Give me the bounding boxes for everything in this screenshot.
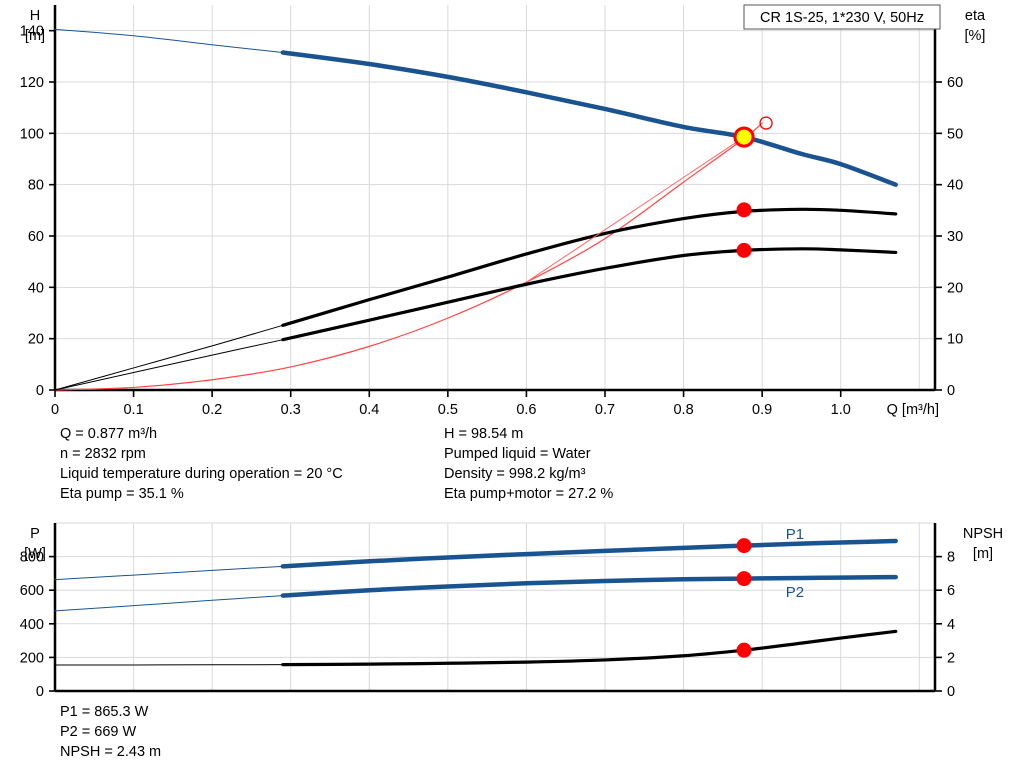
tick-label-left: 100: [20, 126, 44, 142]
tick-label-right: 40: [947, 178, 963, 194]
y-axis-unit-left: [W]: [24, 546, 46, 562]
tick-label-bottom: 0.3: [281, 402, 301, 418]
head-duty-point[interactable]: [733, 126, 755, 148]
series-label-p2: P2: [786, 584, 804, 601]
x-axis-title: Q [m³/h]: [887, 402, 939, 418]
duty-info-eta-pump-motor: Eta pump+motor = 27.2 %: [444, 486, 614, 502]
y-axis-unit-right: [%]: [965, 28, 986, 44]
duty-info-right: H = 98.54 m Pumped liquid = Water Densit…: [444, 424, 613, 504]
curve-p2: [280, 574, 898, 598]
power-info-p2: P2 = 669 W: [60, 724, 137, 740]
plot-background: [55, 523, 935, 691]
eta-pump-motor-duty-point[interactable]: [736, 242, 752, 258]
tick-label-right: 0: [947, 383, 955, 399]
tick-label-right: 60: [947, 75, 963, 91]
duty-info-h: H = 98.54 m: [444, 426, 524, 442]
tick-label-bottom: 0.8: [673, 402, 693, 418]
curve-p2-thin: [54, 595, 284, 612]
title-box-label: CR 1S-25, 1*230 V, 50Hz: [760, 10, 924, 26]
tick-label-left: 60: [28, 229, 44, 245]
eta-pump-duty-point[interactable]: [736, 202, 752, 218]
duty-info-liquid: Pumped liquid = Water: [444, 446, 591, 462]
tick-label-right: 20: [947, 280, 963, 296]
y-axis-title-left: P: [30, 526, 40, 542]
duty-connector-line: [526, 136, 745, 283]
tick-label-left: 200: [20, 650, 44, 666]
title-box-frame: [743, 4, 941, 30]
tick-label-bottom: 0.6: [516, 402, 536, 418]
p2-duty-point[interactable]: [736, 571, 752, 587]
curve-npsh: [281, 629, 898, 667]
p1-duty-point[interactable]: [736, 538, 752, 554]
head-eta-chart: 0 20 40 60 80 100 120 140 0 10 20 30 40 50 60 0 0.1 0.2 0.…: [20, 5, 986, 418]
curve-eta-pump-motor-thin: [54, 339, 284, 391]
duty-info-q: Q = 0.877 m³/h: [60, 426, 158, 442]
tick-label-left: 600: [20, 583, 44, 599]
duty-info-density: Density = 998.2 kg/m³: [444, 466, 586, 482]
tick-label-bottom: 0.7: [595, 402, 615, 418]
curve-eta-pump-curve: [54, 122, 763, 391]
tick-label-bottom: 0.2: [202, 402, 222, 418]
y-axis-title-left: H: [30, 8, 40, 24]
curve-eta-pump-thin-upper-: [281, 207, 898, 327]
tick-label-right: 8: [947, 550, 955, 566]
power-info-npsh: NPSH = 2.43 m: [60, 744, 162, 760]
tick-label-right: 50: [947, 126, 963, 142]
duty-info-n: n = 2832 rpm: [60, 446, 146, 462]
y-axis-unit-right: [m]: [973, 546, 993, 562]
eta-max-marker[interactable]: [759, 116, 773, 130]
curve-eta-pump-thin-upper--thin: [54, 324, 284, 391]
tick-label-right: 2: [947, 650, 955, 666]
power-info-p1: P1 = 865.3 W: [60, 704, 149, 720]
tick-label-left: 400: [20, 617, 44, 633]
power-info: P1 = 865.3 W P2 = 669 W NPSH = 2.43 m: [60, 702, 161, 762]
tick-label-left: 0: [36, 383, 44, 399]
tick-label-bottom: 1.0: [831, 402, 851, 418]
series-label-p1: P1: [786, 526, 804, 543]
curve-h-head-curve: [280, 50, 898, 187]
tick-label-bottom: 0.5: [438, 402, 458, 418]
title-box: CR 1S-25, 1*230 V, 50Hz: [743, 4, 941, 30]
tick-label-left: 80: [28, 178, 44, 194]
tick-label-bottom: 0.1: [123, 402, 143, 418]
tick-label-left: 140: [20, 24, 44, 40]
tick-label-left: 40: [28, 280, 44, 296]
tick-label-left: 800: [20, 550, 44, 566]
tick-label-left: 120: [20, 75, 44, 91]
tick-label-left: 0: [36, 684, 44, 700]
plot-background: [55, 5, 935, 390]
tick-label-bottom: 0.9: [752, 402, 772, 418]
duty-info-eta-pump: Eta pump = 35.1 %: [60, 486, 184, 502]
duty-info-left: Q = 0.877 m³/h n = 2832 rpm Liquid tempe…: [60, 424, 343, 504]
power-npsh-chart: 0 200 400 600 800 0 2 4 6 8 P [W] NPSH [m] P1 P2: [20, 522, 1003, 700]
curve-p1: [280, 538, 898, 569]
curve-eta-pump-motor: [281, 247, 898, 342]
y-axis-title-right: eta: [965, 8, 986, 24]
tick-label-right: 10: [947, 332, 963, 348]
tick-label-right: 30: [947, 229, 963, 245]
tick-label-right: 4: [947, 617, 955, 633]
tick-label-left: 20: [28, 332, 44, 348]
y-axis-title-right: NPSH: [963, 526, 1003, 542]
duty-info-temperature: Liquid temperature during operation = 20…: [60, 466, 343, 482]
tick-label-right: 0: [947, 684, 955, 700]
curve-h-head-curve-thin: [54, 28, 284, 53]
y-axis-unit-left: [m]: [25, 28, 45, 44]
curve-p1-thin: [54, 565, 284, 581]
tick-label-bottom: 0: [51, 402, 59, 418]
npsh-duty-point[interactable]: [736, 642, 752, 658]
duty-connector: [526, 126, 755, 283]
tick-label-bottom: 0.4: [359, 402, 379, 418]
tick-label-right: 6: [947, 583, 955, 599]
